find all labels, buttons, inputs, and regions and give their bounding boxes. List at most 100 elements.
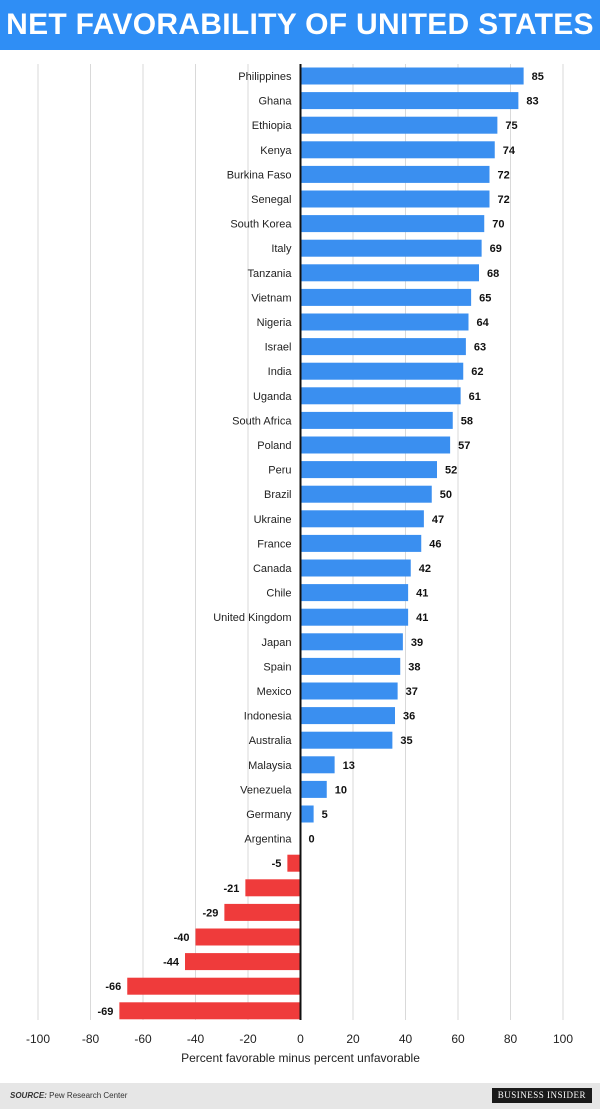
value-label: 0 — [309, 834, 315, 846]
value-label: 62 — [471, 366, 483, 378]
value-label: 35 — [400, 735, 412, 747]
bar — [300, 264, 479, 282]
category-label: Ukraine — [254, 514, 292, 526]
x-tick-labels: -100 -80 -60 -40 -20 0 20 40 60 80 100 — [26, 1032, 573, 1046]
category-labels: Philippines Ghana Ethiopia Kenya Burkina Fas… — [213, 71, 292, 846]
value-label: -40 — [174, 932, 190, 944]
category-label: Brazil — [264, 489, 292, 501]
x-tick-label: -20 — [239, 1032, 257, 1046]
value-label: 41 — [416, 588, 428, 600]
bar — [300, 682, 398, 700]
bar — [300, 141, 495, 159]
bar — [300, 485, 432, 503]
x-tick-label: 0 — [297, 1032, 304, 1046]
category-label: Canada — [253, 563, 292, 575]
bar — [300, 67, 524, 85]
x-tick-label: -40 — [187, 1032, 205, 1046]
value-label: -5 — [272, 858, 282, 870]
value-label: 50 — [440, 489, 452, 501]
bar — [195, 928, 301, 946]
category-label: South Africa — [232, 415, 292, 427]
category-label: Nigeria — [257, 317, 293, 329]
chart-header: NET FAVORABILITY OF UNITED STATES — [0, 0, 600, 50]
source-label: SOURCE: — [10, 1091, 47, 1100]
bar — [300, 608, 409, 626]
bar — [300, 411, 453, 429]
bar — [300, 707, 395, 725]
source-line: SOURCE: Pew Research Center — [10, 1091, 127, 1100]
business-insider-logo: BUSINESS INSIDER — [491, 1088, 592, 1103]
value-label: 65 — [479, 292, 491, 304]
x-axis-label: Percent favorable minus percent unfavora… — [181, 1051, 420, 1065]
category-label: Ethiopia — [252, 120, 293, 132]
value-label: 10 — [335, 784, 347, 796]
value-label: 85 — [532, 71, 544, 83]
value-label: 83 — [526, 96, 538, 108]
value-label: 63 — [474, 342, 486, 354]
value-label: 69 — [490, 243, 502, 255]
footer: SOURCE: Pew Research Center BUSINESS INS… — [0, 1083, 600, 1109]
value-label: 68 — [487, 268, 499, 280]
value-label: 72 — [498, 194, 510, 206]
bar — [300, 338, 466, 356]
category-label: Tanzania — [247, 268, 292, 280]
category-label: Uganda — [253, 391, 292, 403]
bar — [300, 215, 485, 233]
category-label: Peru — [268, 465, 291, 477]
bar — [300, 387, 461, 405]
bar — [300, 657, 401, 675]
category-label: Italy — [271, 243, 292, 255]
category-label: Burkina Faso — [227, 169, 292, 181]
value-label: 37 — [406, 686, 418, 698]
category-label: Spain — [263, 661, 291, 673]
x-tick-label: -100 — [26, 1032, 50, 1046]
value-label: 5 — [322, 809, 328, 821]
category-label: India — [268, 366, 293, 378]
value-label: 57 — [458, 440, 470, 452]
value-label: 61 — [469, 391, 481, 403]
x-tick-label: -80 — [82, 1032, 100, 1046]
bar — [300, 313, 469, 331]
bar — [300, 756, 335, 774]
category-label: Kenya — [260, 145, 292, 157]
category-label: Poland — [257, 440, 291, 452]
source-text: Pew Research Center — [49, 1091, 128, 1100]
category-label: Ghana — [258, 96, 292, 108]
category-label: France — [257, 538, 291, 550]
x-tick-label: 100 — [553, 1032, 573, 1046]
bar — [300, 534, 422, 552]
value-label: -44 — [163, 957, 180, 969]
category-label: Chile — [266, 588, 291, 600]
bar — [300, 92, 519, 110]
category-label: Germany — [246, 809, 292, 821]
category-label: United Kingdom — [213, 612, 291, 624]
value-label: -66 — [105, 981, 121, 993]
value-label: 70 — [492, 219, 504, 231]
bar — [300, 239, 482, 257]
value-label: 75 — [505, 120, 517, 132]
category-label: Australia — [249, 735, 293, 747]
x-tick-label: 20 — [346, 1032, 360, 1046]
category-label: Vietnam — [251, 292, 291, 304]
value-label: 39 — [411, 637, 423, 649]
value-label: -29 — [202, 907, 218, 919]
bar — [300, 731, 393, 749]
bar — [300, 584, 409, 602]
value-labels: 8583757472727069686564636261585752504746… — [97, 71, 543, 1018]
x-tick-label: 40 — [399, 1032, 413, 1046]
category-label: Mexico — [257, 686, 292, 698]
value-label: 64 — [477, 317, 490, 329]
bars — [119, 67, 524, 1020]
bar — [300, 165, 490, 183]
bar — [300, 116, 498, 134]
bar — [300, 288, 472, 306]
category-label: Senegal — [251, 194, 291, 206]
value-label: 13 — [343, 760, 355, 772]
value-label: 52 — [445, 465, 457, 477]
bar — [300, 559, 411, 577]
value-label: 36 — [403, 711, 415, 723]
bar — [300, 633, 403, 651]
value-label: 41 — [416, 612, 428, 624]
bar — [300, 805, 314, 823]
category-label: Israel — [265, 342, 292, 354]
